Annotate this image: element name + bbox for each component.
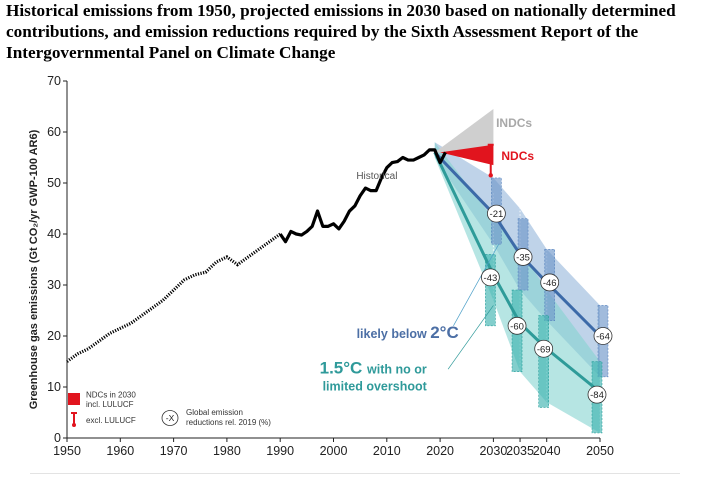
chart-title: Historical emissions from 1950, projecte… bbox=[6, 1, 676, 62]
range-bar-onefive-2040 bbox=[538, 315, 550, 408]
x-tick-label-2035: 2035 bbox=[506, 444, 534, 458]
below2-annotation: likely below 2°C bbox=[357, 323, 459, 342]
x-tick-label-1980: 1980 bbox=[213, 444, 241, 458]
historical-line-solid bbox=[278, 148, 447, 244]
y-axis-label: Greenhouse gas emissions (Gt CO₂/yr GWP-… bbox=[28, 129, 40, 409]
legend-ndc-incl-swatch bbox=[68, 393, 80, 405]
x-tick-label-2020: 2020 bbox=[426, 444, 454, 458]
y-tick-label-10: 10 bbox=[47, 380, 61, 394]
y-tick-label-20: 20 bbox=[47, 329, 61, 343]
legend-ndc-excl-dot bbox=[72, 423, 76, 427]
reduction-badge-circle bbox=[540, 273, 560, 292]
ndc-excl-lulucf-dot bbox=[488, 173, 493, 178]
reduction-badge-text: -35 bbox=[516, 252, 530, 263]
onefive-annotation-line2: limited overshoot bbox=[323, 380, 428, 394]
y-tick-label-30: 30 bbox=[47, 278, 61, 292]
x-tick-label-1960: 1960 bbox=[106, 444, 134, 458]
x-tick-label-2010: 2010 bbox=[373, 444, 401, 458]
legend-badge-symbol: -X bbox=[166, 413, 175, 423]
divider bbox=[30, 473, 680, 474]
reduction-badge-circle bbox=[507, 316, 527, 335]
x-tick-label-2050: 2050 bbox=[586, 444, 614, 458]
x-tick-label-2040: 2040 bbox=[533, 444, 561, 458]
ndcs-label: NDCs bbox=[501, 149, 534, 163]
y-tick-label-60: 60 bbox=[47, 125, 61, 139]
reduction-badge-circle bbox=[513, 248, 533, 266]
x-tick-label-2000: 2000 bbox=[320, 444, 348, 458]
indcs-wedge bbox=[434, 109, 494, 158]
ndcs-wedge bbox=[440, 144, 494, 166]
reduction-badge-text: -21 bbox=[490, 209, 504, 220]
legend-ndc-incl-label-2: incl. LULUCF bbox=[86, 400, 134, 409]
reduction-badge-text: -64 bbox=[596, 332, 610, 343]
legend-badge-label-2: reductions rel. 2019 (%) bbox=[186, 418, 271, 427]
legend-ndc-incl-label-1: NDCs in 2030 bbox=[86, 391, 136, 400]
below2-pointer bbox=[453, 244, 500, 326]
onefive-annotation-line1: 1.5°C with no or bbox=[320, 359, 427, 378]
onefive-pointer bbox=[447, 305, 494, 370]
legend-badge-label-1: Global emission bbox=[186, 408, 243, 417]
x-tick-label-1950: 1950 bbox=[53, 444, 81, 458]
reduction-badge-circle bbox=[480, 268, 500, 287]
legend-ndc-excl-label: excl. LULUCF bbox=[86, 416, 136, 425]
x-tick-label-2030: 2030 bbox=[479, 444, 507, 458]
y-tick-label-0: 0 bbox=[54, 431, 61, 445]
ndc-wedges bbox=[434, 109, 494, 178]
legend-badge-circle bbox=[161, 410, 179, 426]
reduction-badge-text: -46 bbox=[543, 278, 557, 289]
range-bar-onefive-2030 bbox=[485, 254, 496, 327]
reduction-badge-circle bbox=[486, 204, 506, 223]
y-tick-label-40: 40 bbox=[47, 227, 61, 241]
historical-series bbox=[66, 148, 447, 363]
y-tick-label-50: 50 bbox=[47, 176, 61, 190]
reduction-badge-circle bbox=[587, 385, 607, 404]
reduction-badge-circle bbox=[534, 339, 554, 358]
indcs-label: INDCs bbox=[496, 116, 532, 130]
reduction-badge-text: -43 bbox=[484, 273, 498, 284]
reduction-badge-text: -60 bbox=[510, 321, 524, 332]
reduction-badge-circle bbox=[593, 327, 613, 345]
historical-line-dotted bbox=[66, 232, 282, 363]
chart-labels: Historical INDCs NDCs likely below 2°C 1.5°C… bbox=[320, 116, 613, 404]
reduction-badge-text: -84 bbox=[590, 390, 604, 401]
reduction-badge-text: -69 bbox=[537, 344, 551, 355]
x-tick-label-1990: 1990 bbox=[266, 444, 294, 458]
historical-label: Historical bbox=[356, 171, 397, 182]
y-tick-label-70: 70 bbox=[47, 74, 61, 88]
x-tick-label-1970: 1970 bbox=[160, 444, 188, 458]
